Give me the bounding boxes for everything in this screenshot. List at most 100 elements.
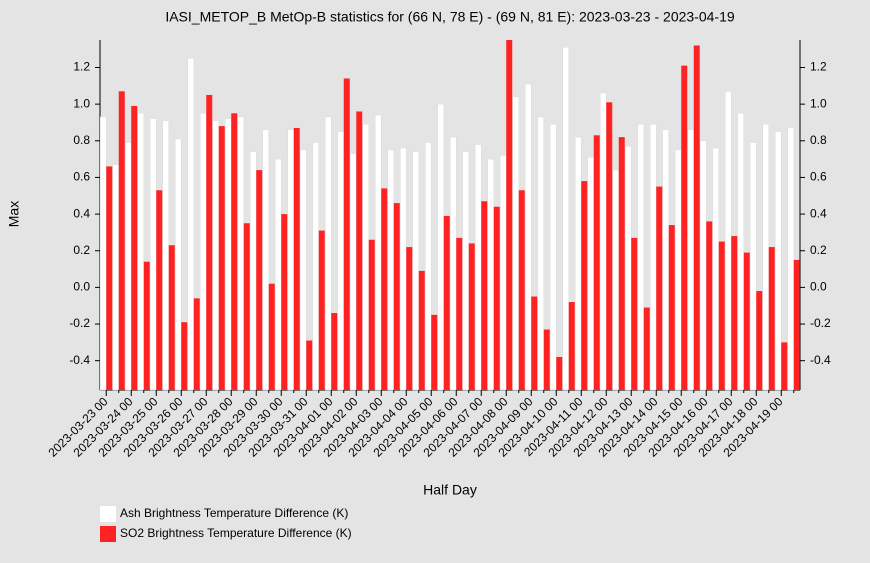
bar [493, 206, 500, 390]
bar [481, 201, 488, 390]
y-axis-title: Max [6, 201, 22, 227]
legend-swatch [100, 506, 116, 522]
y-tick-label: 0.8 [73, 133, 90, 147]
bar [343, 78, 350, 390]
bar [487, 158, 494, 391]
y2-tick-label: 0.0 [810, 280, 827, 294]
bar [743, 252, 750, 390]
bar [512, 96, 519, 391]
bar [762, 124, 769, 391]
y2-tick-label: 0.6 [810, 170, 827, 184]
bar [756, 291, 763, 390]
bar [237, 116, 244, 391]
bar [650, 124, 657, 391]
bar [543, 329, 550, 390]
bar [562, 47, 569, 391]
bar [131, 105, 138, 390]
bar [556, 357, 563, 390]
bar [737, 113, 744, 391]
bar [337, 131, 344, 391]
bar [231, 113, 238, 390]
bar [475, 144, 482, 391]
bar [500, 155, 507, 391]
bar [350, 153, 357, 391]
bar [518, 190, 525, 390]
chart-title: IASI_METOP_B MetOp-B statistics for (66 … [165, 9, 735, 25]
bar [293, 127, 300, 390]
bar [643, 307, 650, 390]
bar [600, 92, 607, 391]
bar [468, 243, 475, 390]
x-axis-title: Half Day [423, 482, 477, 498]
bar [331, 313, 338, 390]
bar [675, 149, 682, 391]
y2-tick-label: 1.0 [810, 96, 827, 110]
bar [137, 113, 144, 391]
bar [168, 245, 175, 390]
bar [206, 94, 213, 391]
bar [425, 142, 432, 391]
bar [187, 58, 194, 391]
bar [106, 166, 113, 390]
bar [218, 126, 225, 390]
bar [306, 340, 313, 390]
bar [175, 138, 182, 391]
bar [118, 91, 125, 390]
y2-tick-label: 0.4 [810, 206, 827, 220]
bar [243, 223, 250, 390]
y-tick-label: 0.0 [73, 280, 90, 294]
y2-tick-label: 1.2 [810, 60, 827, 74]
bar [268, 283, 275, 390]
bar [662, 129, 669, 391]
bar [668, 225, 675, 390]
y2-tick-label: -0.4 [810, 353, 831, 367]
bar [418, 270, 425, 390]
bar [406, 247, 413, 390]
bar [150, 118, 157, 391]
bar [300, 149, 307, 391]
bar [581, 181, 588, 390]
bar [431, 314, 438, 390]
bar [250, 151, 257, 391]
bar [768, 247, 775, 390]
bar [200, 113, 207, 391]
bar [181, 322, 188, 390]
bar [750, 142, 757, 391]
y2-tick-label: 0.2 [810, 243, 827, 257]
bar [568, 302, 575, 390]
bar [612, 169, 619, 391]
bar [693, 45, 700, 391]
bar [781, 342, 788, 390]
bar [531, 296, 538, 390]
bar [725, 91, 732, 391]
y-tick-label: 1.0 [73, 96, 90, 110]
bar [443, 215, 450, 390]
bar [700, 140, 707, 391]
bar [318, 230, 325, 390]
bar [450, 136, 457, 391]
bar [587, 157, 594, 391]
bar [506, 40, 513, 390]
bar [656, 186, 663, 390]
bar [775, 131, 782, 391]
bar [275, 158, 282, 391]
bar [718, 241, 725, 390]
bar [262, 129, 269, 391]
bar [256, 170, 263, 390]
bar [162, 120, 169, 391]
bar [456, 237, 463, 390]
y2-tick-label: 0.8 [810, 133, 827, 147]
y-tick-label: 0.4 [73, 206, 90, 220]
y-tick-label: 0.2 [73, 243, 90, 257]
bar [393, 203, 400, 390]
bar [618, 137, 625, 390]
legend-label: Ash Brightness Temperature Difference (K… [120, 506, 348, 520]
bar [193, 298, 200, 390]
y-tick-label: 0.6 [73, 170, 90, 184]
bar [225, 118, 232, 391]
bar [625, 146, 632, 391]
bar [325, 116, 332, 391]
bar [712, 147, 719, 391]
bar [412, 151, 419, 391]
